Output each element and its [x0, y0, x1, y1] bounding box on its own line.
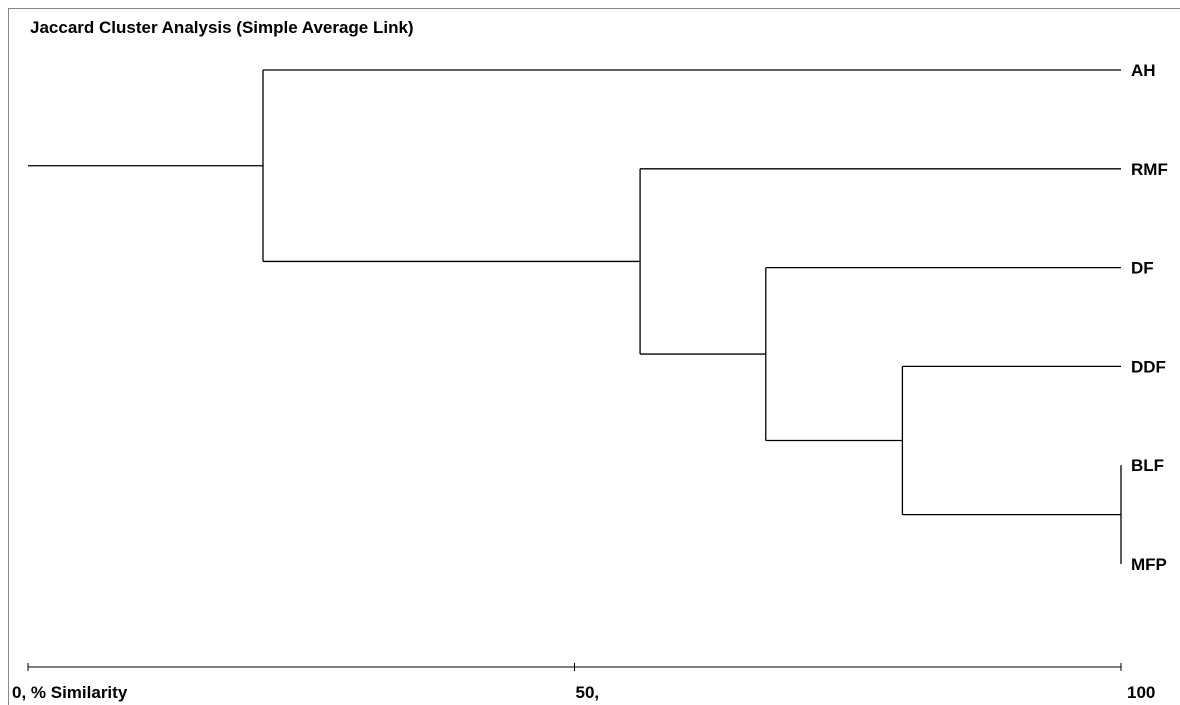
leaf-label-rmf: RMF [1131, 160, 1168, 179]
chart-title: Jaccard Cluster Analysis (Simple Average… [30, 18, 414, 37]
leaf-label-ddf: DDF [1131, 357, 1166, 376]
x-tick-label-2: 100 [1127, 683, 1155, 702]
x-tick-label-0: 0, % Similarity [12, 683, 128, 702]
x-tick-label-1: 50, [576, 683, 600, 702]
leaf-label-ah: AH [1131, 61, 1156, 80]
leaf-label-blf: BLF [1131, 456, 1164, 475]
chart-frame [8, 8, 1180, 705]
leaf-label-mfp: MFP [1131, 555, 1167, 574]
leaf-label-df: DF [1131, 259, 1154, 278]
